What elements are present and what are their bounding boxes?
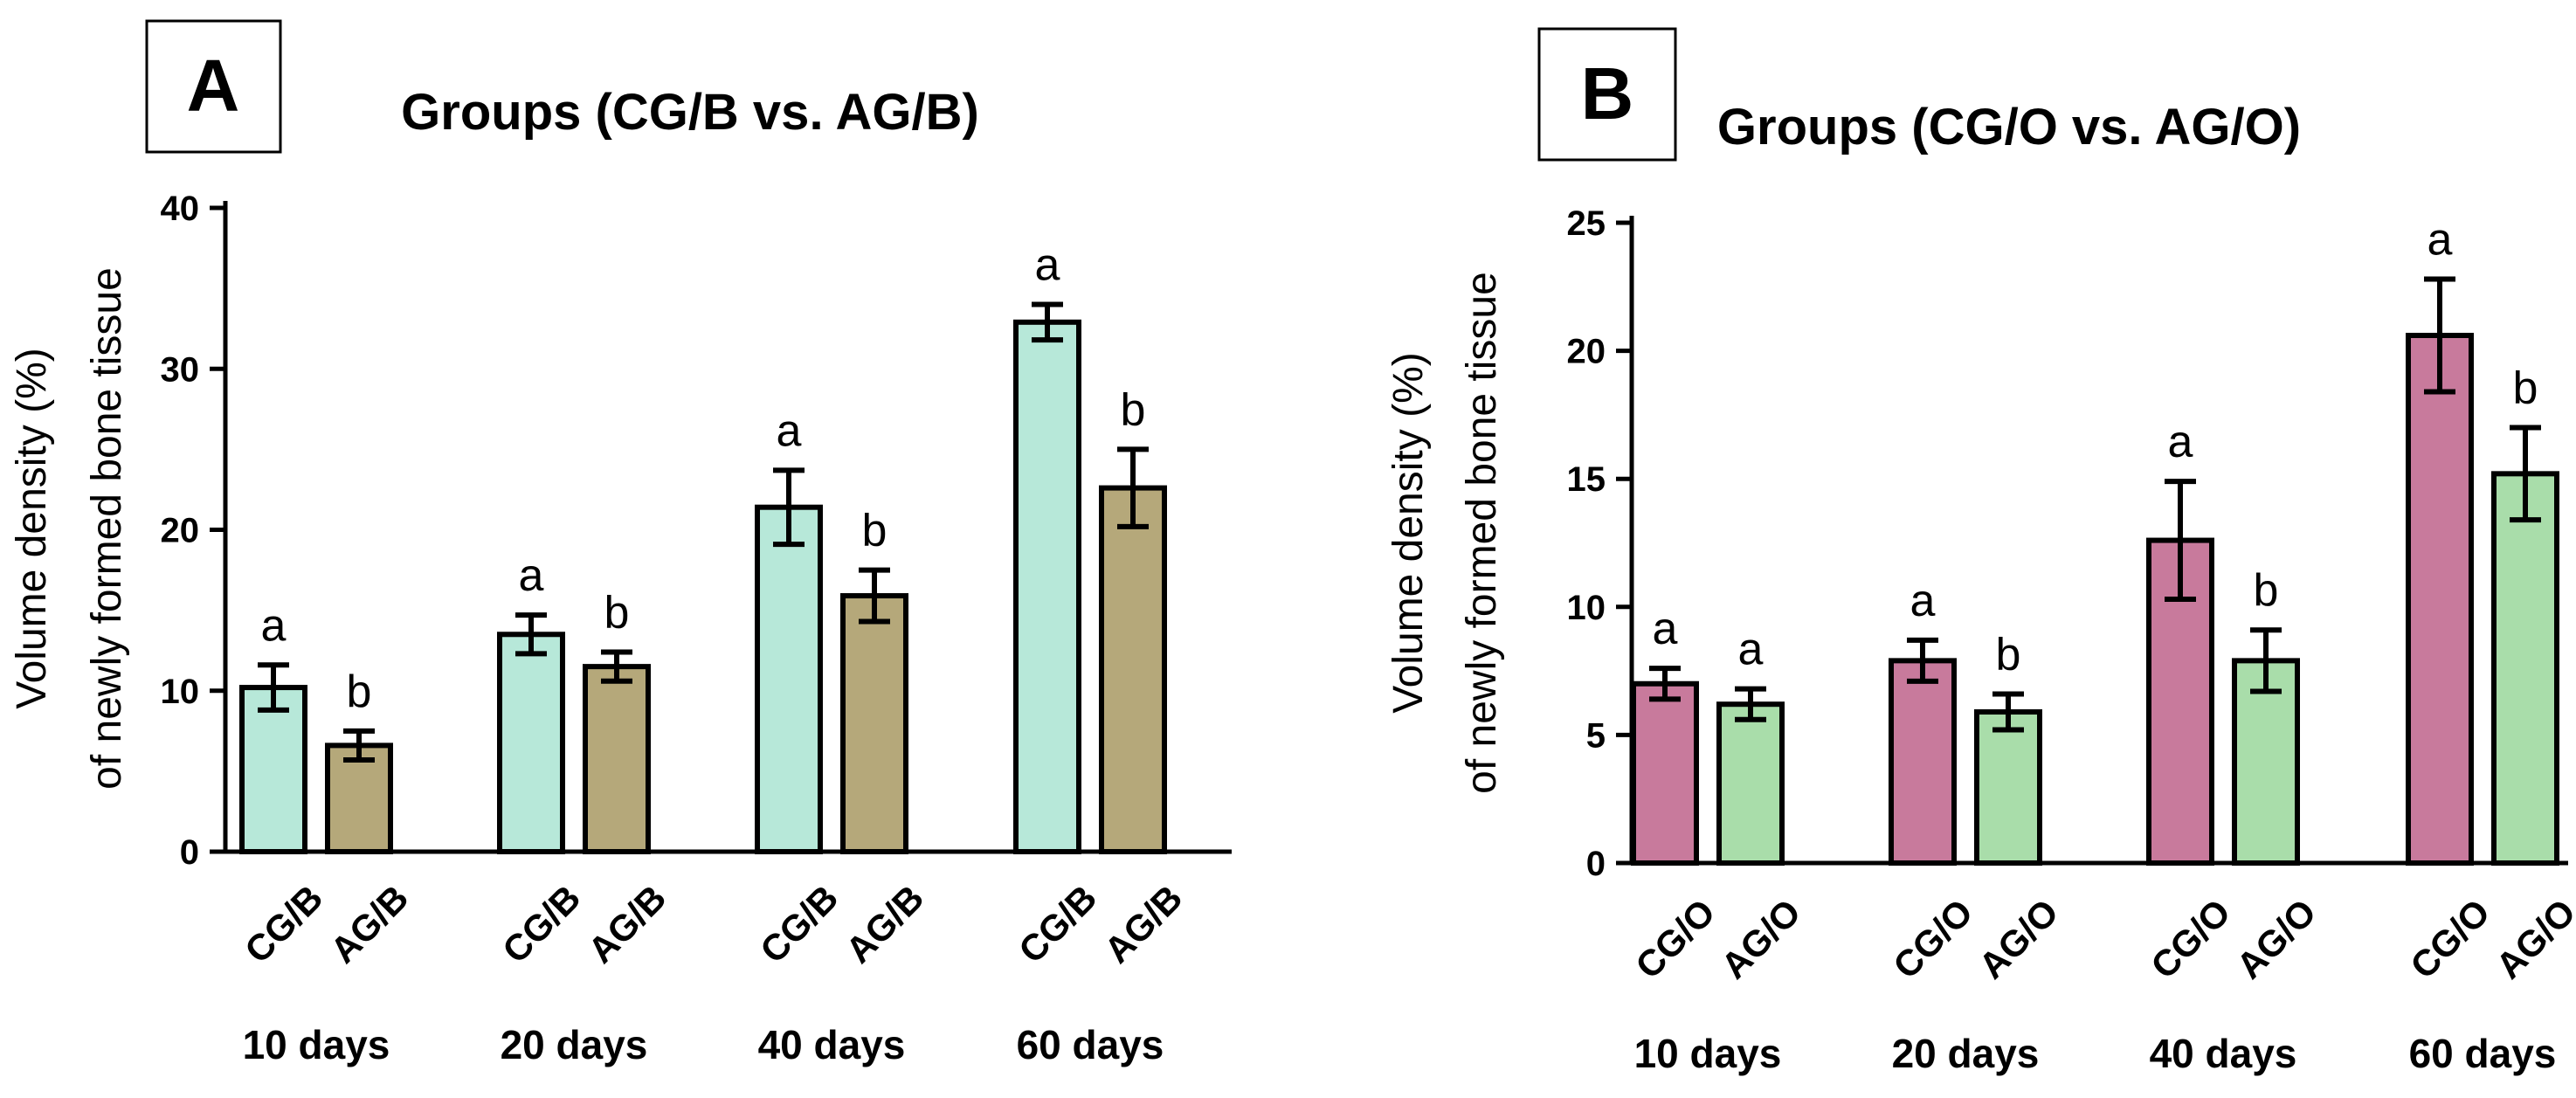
significance-label: a (2428, 215, 2453, 266)
x-category-label: CG/B (494, 877, 588, 970)
bar (1013, 319, 1081, 854)
significance-label: a (519, 550, 544, 601)
x-category-label: AG/O (2228, 891, 2324, 986)
bar (755, 504, 823, 855)
y-tick-label: 30 (161, 350, 200, 389)
x-category-label: CG/O (1627, 891, 1723, 986)
panel-b: B Groups (CG/O vs. AG/O) Volume density (%… (1385, 27, 2576, 1076)
x-category-label: AG/B (322, 877, 416, 970)
x-category-label: AG/O (2488, 891, 2576, 986)
x-category-label: CG/O (2402, 891, 2497, 986)
y-tick-label: 10 (161, 673, 200, 711)
y-axis-label-line-1: Volume density (%) (9, 348, 55, 709)
significance-label: a (1738, 625, 1764, 675)
x-category-label: AG/B (838, 877, 931, 970)
panel-label-box (1537, 27, 1677, 162)
panel-label-box (145, 19, 282, 154)
x-category-label: AG/B (580, 877, 673, 970)
significance-label: a (1653, 604, 1678, 654)
x-group-label: 20 days (501, 1022, 648, 1067)
bar (2491, 471, 2559, 866)
x-group-label: 10 days (243, 1022, 390, 1067)
significance-label: b (347, 666, 372, 717)
bar (497, 632, 565, 855)
bar (840, 593, 908, 854)
x-group-label: 60 days (2409, 1031, 2557, 1076)
y-axis-label-line-2: of newly formed bone tissue (84, 267, 130, 790)
x-category-label: CG/B (752, 877, 846, 970)
significance-label: b (1996, 629, 2021, 680)
x-category-label: CG/O (2143, 891, 2238, 986)
bar (1889, 658, 1957, 867)
x-group-label: 20 days (1892, 1031, 2040, 1076)
panel-a: A Groups (CG/B vs. AG/B) Volume density (%… (9, 19, 1232, 1067)
y-axis-label-line-1: Volume density (%) (1385, 352, 1432, 714)
significance-label: b (2254, 565, 2279, 616)
x-group-label: 10 days (1634, 1031, 1782, 1076)
x-group-label: 40 days (758, 1022, 906, 1067)
panel-label: B (1581, 52, 1634, 135)
bar (239, 685, 307, 854)
y-tick-label: 40 (161, 190, 200, 228)
chart-title: Groups (CG/O vs. AG/O) (1717, 99, 2301, 155)
bar (2406, 333, 2474, 866)
bar (1631, 680, 1699, 867)
bar (325, 742, 393, 855)
y-axis-label-line-2: of newly formed bone tissue (1459, 272, 1505, 794)
x-group-label: 40 days (2150, 1031, 2297, 1076)
significance-label: a (2168, 417, 2193, 467)
significance-label: b (604, 588, 630, 639)
x-category-label: CG/B (1011, 877, 1104, 970)
y-tick-label: 20 (161, 512, 200, 550)
y-tick-label: 10 (1567, 589, 1606, 627)
bar (2232, 658, 2300, 867)
x-group-label: 60 days (1017, 1022, 1164, 1067)
y-tick-label: 25 (1567, 204, 1606, 243)
x-category-label: AG/O (1971, 891, 2066, 986)
significance-label: a (1035, 240, 1060, 291)
significance-label: b (1121, 384, 1146, 435)
panel-label: A (187, 45, 240, 127)
significance-label: b (862, 506, 887, 556)
x-category-label: AG/B (1096, 877, 1190, 970)
significance-label: a (777, 405, 802, 456)
y-tick-label: 0 (180, 833, 199, 872)
bar (1099, 485, 1167, 854)
x-category-label: CG/O (1885, 891, 1980, 986)
bar (583, 664, 651, 854)
bar (1716, 701, 1785, 866)
y-tick-label: 20 (1567, 333, 1606, 371)
x-category-label: AG/O (1713, 891, 1808, 986)
significance-label: b (2513, 363, 2538, 414)
significance-label: a (261, 600, 287, 651)
y-tick-label: 5 (1586, 716, 1606, 755)
y-tick-label: 15 (1567, 460, 1606, 499)
y-tick-label: 0 (1586, 845, 1606, 883)
x-category-label: CG/B (237, 877, 330, 970)
bar (1974, 709, 2042, 867)
significance-label: a (1910, 576, 1936, 626)
chart-title: Groups (CG/B vs. AG/B) (401, 84, 979, 141)
